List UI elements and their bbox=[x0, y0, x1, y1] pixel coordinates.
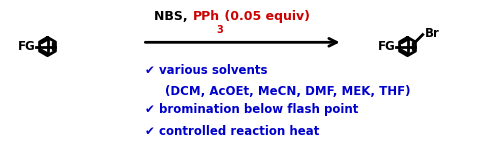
Text: NBS,: NBS, bbox=[154, 10, 192, 23]
Text: PPh: PPh bbox=[192, 10, 220, 23]
Text: Br: Br bbox=[426, 27, 440, 40]
Text: 3: 3 bbox=[216, 25, 223, 35]
Text: FG: FG bbox=[18, 40, 36, 53]
Text: ✔ controlled reaction heat: ✔ controlled reaction heat bbox=[145, 125, 320, 138]
Text: (0.05 equiv): (0.05 equiv) bbox=[220, 10, 310, 23]
Text: (DCM, AcOEt, MeCN, DMF, MEK, THF): (DCM, AcOEt, MeCN, DMF, MEK, THF) bbox=[165, 85, 410, 98]
Text: FG: FG bbox=[378, 40, 396, 53]
Text: ✔ various solvents: ✔ various solvents bbox=[145, 64, 268, 77]
Text: ✔ bromination below flash point: ✔ bromination below flash point bbox=[145, 103, 358, 116]
